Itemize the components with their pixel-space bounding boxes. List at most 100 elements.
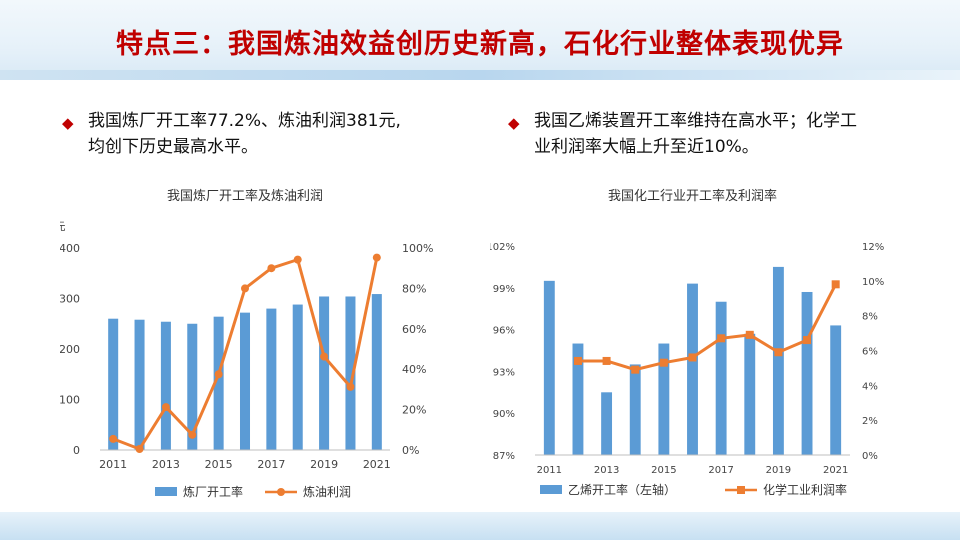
line-point <box>135 444 144 453</box>
bar <box>830 325 842 455</box>
legend-bar-label: 乙烯开工率（左轴） <box>568 482 676 497</box>
x-tick-label: 2021 <box>363 458 391 471</box>
line-point <box>745 330 754 339</box>
bar <box>629 364 641 455</box>
left-tick-label: 87% <box>493 451 515 462</box>
line-point <box>346 382 355 391</box>
legend-bar-swatch <box>155 487 177 496</box>
x-tick-label: 2015 <box>651 465 676 476</box>
bar <box>160 321 171 450</box>
line-point <box>214 370 223 379</box>
legend-bar-label: 炼厂开工率 <box>183 484 243 499</box>
left-tick-label: 90% <box>493 409 515 420</box>
line-point <box>803 336 812 345</box>
line-point <box>717 334 726 343</box>
x-tick-label: 2019 <box>310 458 338 471</box>
line-point <box>774 348 783 357</box>
bar <box>658 343 670 455</box>
bullet-right-line2: 业利润率大幅上升至近10%。 <box>534 137 759 157</box>
bar <box>687 283 698 455</box>
legend-line-marker <box>277 488 285 496</box>
left-axis-unit: 元 <box>60 220 66 233</box>
line-point <box>659 358 668 367</box>
legend-line-label: 炼油利润 <box>303 484 351 499</box>
left-tick-label: 300 <box>60 293 80 306</box>
line-point <box>631 365 640 374</box>
right-tick-label: 40% <box>402 363 426 376</box>
x-tick-label: 2011 <box>99 458 127 471</box>
line-point <box>688 353 697 362</box>
left-tick-label: 0 <box>73 444 80 457</box>
bar <box>292 304 303 450</box>
slide-title: 特点三：我国炼油效益创历史新高，石化行业整体表现优异 <box>116 29 844 60</box>
x-tick-label: 2017 <box>257 458 285 471</box>
right-tick-label: 12% <box>862 242 884 253</box>
left-tick-label: 96% <box>493 326 515 337</box>
left-tick-label: 102% <box>490 242 515 253</box>
line-point <box>267 264 276 273</box>
right-tick-label: 0% <box>402 444 419 457</box>
line-point <box>188 430 197 439</box>
right-tick-label: 8% <box>862 312 878 323</box>
line-point <box>573 356 582 365</box>
right-tick-label: 6% <box>862 347 878 358</box>
bottom-band <box>0 512 960 540</box>
bar <box>801 291 813 455</box>
x-tick-label: 2011 <box>537 465 562 476</box>
chart-title: 我国炼厂开工率及炼油利润 <box>167 188 323 204</box>
bar <box>134 319 145 450</box>
bar <box>213 316 224 450</box>
right-tick-label: 10% <box>862 277 884 288</box>
x-tick-label: 2019 <box>766 465 791 476</box>
right-tick-label: 0% <box>862 451 878 462</box>
line-series <box>577 283 838 372</box>
bullet-right-line1: 我国乙烯装置开工率维持在高水平；化学工 <box>534 111 857 131</box>
bar <box>345 296 356 450</box>
bar <box>772 266 784 455</box>
legend-bar-swatch <box>540 485 562 494</box>
right-tick-label: 100% <box>402 242 433 255</box>
bullet-left: ◆ 我国炼厂开工率77.2%、炼油利润381元, 均创下历史最高水平。 <box>62 108 462 168</box>
left-tick-label: 99% <box>493 284 515 295</box>
bullet-right: ◆ 我国乙烯装置开工率维持在高水平；化学工 业利润率大幅上升至近10%。 <box>508 108 928 168</box>
line-point <box>372 253 381 262</box>
line-point <box>161 403 170 412</box>
right-tick-label: 60% <box>402 323 426 336</box>
bar <box>572 343 584 455</box>
bullet-left-line1: 我国炼厂开工率77.2%、炼油利润381元, <box>88 111 401 131</box>
x-tick-label: 2015 <box>205 458 233 471</box>
left-tick-label: 100 <box>60 394 80 407</box>
right-tick-label: 20% <box>402 404 426 417</box>
line-point <box>320 352 329 361</box>
left-tick-label: 400 <box>60 242 80 255</box>
title-band <box>0 0 960 80</box>
line-point <box>831 280 840 289</box>
x-tick-label: 2017 <box>708 465 733 476</box>
refinery-chart: 我国炼厂开工率及炼油利润 0 100 200 300 400 元 0% 20% 40% 60% 80%… <box>60 188 433 499</box>
right-tick-label: 4% <box>862 381 878 392</box>
bar <box>239 312 251 450</box>
line-point <box>293 255 302 264</box>
legend-line-label: 化学工业利润率 <box>763 482 847 497</box>
line-point <box>109 434 118 443</box>
line-point <box>602 356 611 365</box>
left-tick-label: 93% <box>493 367 515 378</box>
diamond-bullet-icon: ◆ <box>62 114 74 132</box>
chart-title: 我国化工行业开工率及利润率 <box>608 188 777 204</box>
line-point <box>241 284 249 293</box>
x-tick-label: 2013 <box>152 458 180 471</box>
bar <box>715 301 727 455</box>
x-tick-label: 2013 <box>594 465 619 476</box>
bar <box>187 323 198 450</box>
right-tick-label: 80% <box>402 282 426 295</box>
bar <box>543 280 555 455</box>
chemical-chart: 我国化工行业开工率及利润率 87% 90% 93% 96% 99% 102% 0% 2% 4% 6%… <box>490 188 884 497</box>
bullet-left-line2: 均创下历史最高水平。 <box>88 137 258 157</box>
bar <box>371 294 382 450</box>
bar <box>108 318 119 450</box>
bar <box>319 296 330 450</box>
diamond-bullet-icon: ◆ <box>508 114 520 132</box>
x-tick-label: 2021 <box>823 465 848 476</box>
bar <box>601 392 613 455</box>
legend-line-marker <box>737 486 745 494</box>
